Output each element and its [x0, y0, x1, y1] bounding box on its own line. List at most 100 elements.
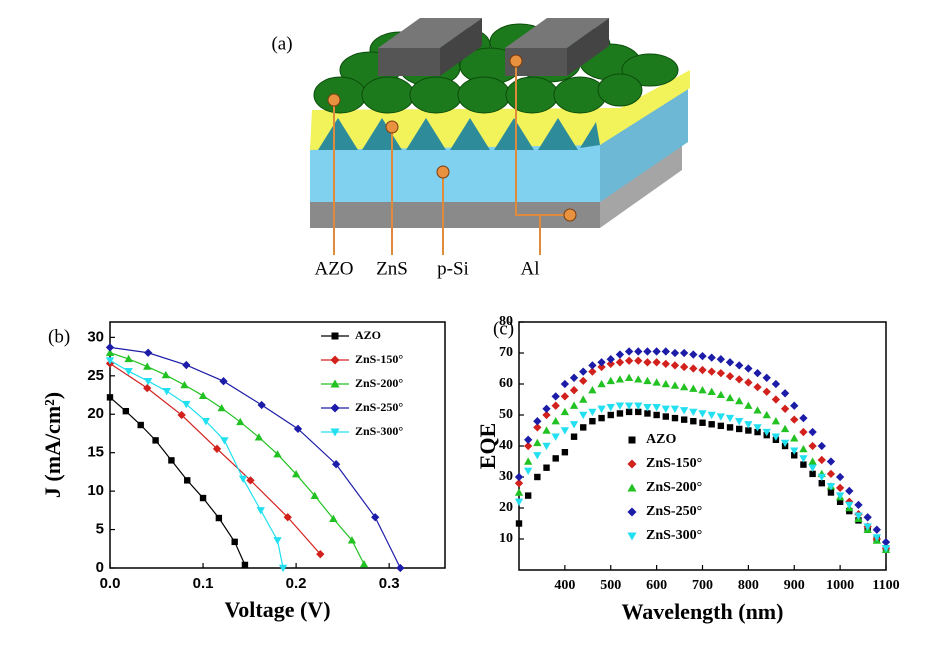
x-tick-label: 0.2	[286, 575, 307, 592]
legend-marker	[627, 459, 637, 469]
layer-label: ZnS	[376, 258, 408, 279]
data-point	[588, 367, 597, 376]
data-point	[808, 427, 817, 437]
data-point	[316, 550, 325, 559]
leader-lines	[333, 61, 570, 255]
data-point	[762, 410, 771, 419]
legend-marker	[628, 436, 636, 444]
data-point	[161, 370, 170, 379]
data-point	[273, 537, 282, 545]
data-point	[744, 401, 753, 409]
data-point	[643, 358, 652, 367]
y-tick-label: 80	[499, 314, 513, 329]
data-point	[881, 545, 891, 553]
data-point	[716, 355, 726, 364]
data-point	[588, 361, 597, 370]
data-point	[579, 367, 588, 376]
panel-label: (a)	[271, 33, 292, 54]
data-point	[707, 353, 716, 362]
device-diagram: (a) AZO ZnS p-Si Al	[271, 18, 690, 279]
y-tick-label: 15	[87, 444, 104, 461]
legend-label: AZO	[646, 432, 676, 447]
data-point	[551, 433, 560, 441]
data-point	[863, 513, 872, 522]
data-point	[708, 421, 715, 428]
data-point	[808, 464, 817, 472]
data-point	[808, 457, 817, 465]
data-point	[560, 407, 570, 416]
data-point	[826, 457, 836, 466]
data-point	[762, 428, 771, 437]
x-tick-label: 400	[554, 578, 575, 593]
data-point	[524, 441, 533, 451]
data-point	[105, 357, 115, 365]
data-point	[198, 391, 208, 399]
data-point	[690, 418, 697, 425]
data-point	[652, 358, 661, 367]
data-point	[835, 483, 845, 493]
data-point	[652, 378, 661, 386]
x-tick-label: 0.0	[100, 575, 121, 592]
data-point	[143, 383, 152, 393]
data-point	[542, 426, 551, 434]
data-point	[606, 355, 615, 364]
data-point	[652, 347, 661, 356]
data-point	[624, 402, 634, 410]
data-point	[122, 407, 130, 415]
data-point	[542, 442, 551, 451]
legend-label: ZnS-200°	[355, 376, 403, 390]
data-point	[817, 441, 826, 451]
data-point	[371, 513, 380, 522]
data-point	[826, 469, 836, 479]
al-electrodes	[378, 18, 609, 76]
si-front	[310, 145, 600, 202]
data-point	[256, 507, 265, 515]
series-line	[109, 396, 246, 566]
data-point	[790, 447, 799, 455]
data-point	[736, 425, 743, 433]
y-axis-label: EQE	[475, 423, 500, 469]
data-point	[716, 413, 726, 421]
data-point	[329, 514, 338, 522]
data-point	[643, 347, 652, 356]
data-point	[177, 410, 186, 420]
data-point	[105, 343, 115, 352]
data-point	[524, 467, 533, 475]
data-point	[514, 498, 524, 506]
data-point	[644, 410, 651, 417]
data-point	[597, 379, 606, 388]
data-point	[744, 364, 753, 373]
data-point	[257, 400, 266, 410]
data-point	[680, 416, 688, 423]
data-point	[817, 473, 826, 482]
data-point	[143, 348, 153, 357]
data-point	[799, 427, 808, 437]
data-point	[679, 382, 689, 391]
y-tick-label: 5	[96, 521, 104, 538]
data-point	[551, 417, 560, 425]
data-point	[791, 452, 798, 459]
substrate-side	[600, 142, 682, 228]
data-point	[514, 472, 524, 482]
data-point	[679, 348, 689, 358]
data-point	[780, 439, 790, 448]
data-point	[293, 424, 303, 434]
data-point	[707, 387, 716, 395]
data-point	[753, 382, 762, 392]
y-tick-label: 25	[87, 367, 104, 384]
data-point	[661, 347, 670, 356]
legend-marker	[330, 355, 340, 365]
legend-marker	[627, 532, 637, 541]
data-point	[624, 373, 634, 381]
data-point	[580, 424, 587, 431]
data-point	[762, 373, 771, 382]
data-point	[689, 364, 698, 373]
data-point	[220, 437, 229, 445]
legend-label: ZnS-250°	[646, 504, 702, 519]
data-point	[551, 392, 560, 401]
data-point	[624, 347, 634, 356]
x-tick-label: 1100	[872, 578, 899, 593]
data-point	[735, 418, 744, 426]
data-point	[542, 410, 551, 420]
